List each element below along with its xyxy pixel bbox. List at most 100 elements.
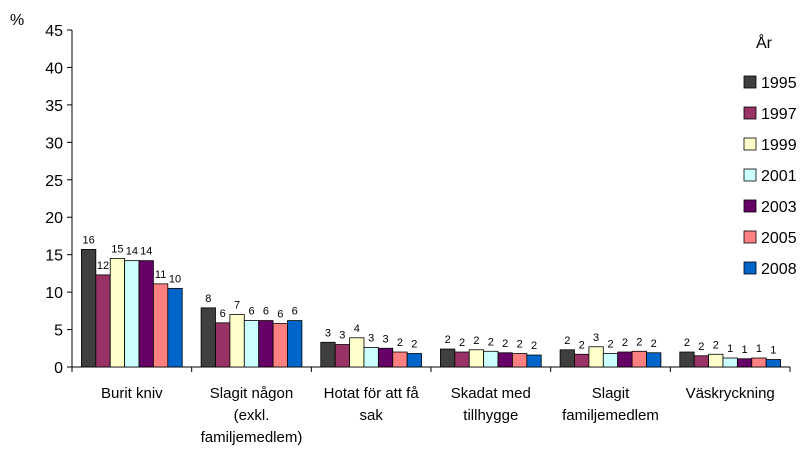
category-label: Slagit någon (exkl. familjemedlem) bbox=[201, 385, 303, 446]
bar bbox=[320, 341, 336, 368]
y-tick-label: 40 bbox=[45, 60, 63, 77]
bar bbox=[617, 351, 633, 368]
bar bbox=[167, 287, 183, 368]
data-label: 2 bbox=[445, 334, 451, 346]
data-label: 2 bbox=[397, 337, 403, 349]
bar bbox=[377, 347, 394, 368]
bar bbox=[483, 350, 499, 368]
category-label: Slagit familjemedlem bbox=[562, 385, 659, 424]
bar bbox=[349, 337, 365, 368]
bar bbox=[109, 258, 126, 368]
data-label: 3 bbox=[383, 333, 389, 345]
data-label: 2 bbox=[684, 337, 690, 349]
legend-label: 1995 bbox=[761, 75, 797, 92]
bar bbox=[287, 320, 303, 368]
data-label: 2 bbox=[459, 337, 465, 349]
data-label: 3 bbox=[368, 333, 374, 345]
bar bbox=[440, 348, 456, 368]
category-label: Hotat för att få sak bbox=[324, 385, 420, 424]
bar bbox=[200, 307, 216, 368]
data-label: 2 bbox=[502, 338, 508, 350]
y-tick-label: 15 bbox=[45, 248, 63, 265]
bar bbox=[454, 351, 470, 368]
bar bbox=[363, 347, 379, 368]
bar bbox=[588, 346, 604, 368]
bar bbox=[526, 354, 542, 368]
bar bbox=[124, 260, 140, 368]
bar bbox=[693, 355, 709, 368]
bar bbox=[497, 352, 513, 368]
bar bbox=[138, 260, 154, 368]
bar bbox=[574, 353, 590, 368]
data-label: 8 bbox=[205, 293, 211, 305]
data-label: 1 bbox=[756, 343, 762, 355]
y-tick-label: 20 bbox=[45, 210, 63, 227]
data-label: 2 bbox=[713, 339, 719, 351]
y-tick-label: 30 bbox=[45, 135, 63, 152]
bar bbox=[272, 323, 288, 368]
y-axis: 0 5 10 15 20 25 30 35 40 45 bbox=[45, 23, 73, 377]
data-label: 4 bbox=[354, 323, 360, 335]
data-label: 2 bbox=[531, 340, 537, 352]
data-label: 1 bbox=[727, 343, 733, 355]
bar bbox=[215, 322, 231, 368]
category-labels: Burit kniv Slagit någon (exkl. familjemedle… bbox=[101, 385, 775, 446]
data-label: 2 bbox=[622, 337, 628, 349]
y-tick-label: 25 bbox=[45, 173, 63, 190]
legend-label: 1999 bbox=[761, 137, 797, 154]
category-label: Skadat med tillhygge bbox=[451, 385, 531, 424]
bar bbox=[679, 351, 695, 368]
data-label: 2 bbox=[607, 339, 613, 351]
data-label: 2 bbox=[698, 341, 704, 353]
data-label: 2 bbox=[651, 338, 657, 350]
bar bbox=[512, 353, 528, 368]
bar bbox=[229, 314, 245, 368]
data-label: 6 bbox=[263, 306, 269, 318]
x-axis bbox=[71, 366, 791, 372]
data-label: 1 bbox=[770, 345, 776, 357]
bar bbox=[468, 349, 485, 368]
bar bbox=[258, 320, 274, 368]
data-label: 6 bbox=[220, 308, 226, 320]
bar bbox=[751, 357, 767, 368]
data-label: 3 bbox=[325, 327, 331, 339]
data-label: 2 bbox=[579, 339, 585, 351]
legend-label: 2008 bbox=[761, 261, 797, 278]
legend-swatch bbox=[743, 137, 757, 151]
bar bbox=[602, 353, 619, 368]
legend-swatch bbox=[743, 230, 757, 244]
data-label: 6 bbox=[277, 309, 283, 321]
bar bbox=[406, 353, 422, 368]
data-label: 3 bbox=[593, 332, 599, 344]
data-label: 12 bbox=[97, 260, 109, 272]
data-label: 1 bbox=[742, 344, 748, 356]
bars bbox=[81, 249, 781, 368]
bar bbox=[646, 352, 662, 368]
legend-swatch bbox=[743, 199, 757, 213]
y-tick-label: 10 bbox=[45, 285, 63, 302]
bar bbox=[392, 351, 408, 368]
legend-swatch bbox=[743, 261, 757, 275]
data-label: 2 bbox=[636, 336, 642, 348]
bar bbox=[95, 274, 111, 368]
legend-label: 2001 bbox=[761, 168, 797, 185]
bar bbox=[243, 320, 260, 368]
y-tick-label: 35 bbox=[45, 98, 63, 115]
data-label: 2 bbox=[564, 335, 570, 347]
bar bbox=[334, 344, 350, 368]
y-tick-label: 45 bbox=[45, 23, 63, 40]
legend-title: År bbox=[756, 33, 773, 52]
data-label: 11 bbox=[155, 269, 166, 281]
legend-swatch bbox=[743, 168, 757, 182]
legend-label: 2003 bbox=[761, 199, 797, 216]
data-label: 15 bbox=[111, 243, 123, 255]
data-label: 2 bbox=[517, 339, 523, 351]
y-tick-label: 5 bbox=[54, 323, 63, 340]
data-label: 2 bbox=[411, 339, 417, 351]
bar bbox=[631, 350, 647, 368]
data-label: 6 bbox=[248, 306, 254, 318]
bar bbox=[708, 353, 724, 368]
data-label: 16 bbox=[83, 234, 95, 246]
